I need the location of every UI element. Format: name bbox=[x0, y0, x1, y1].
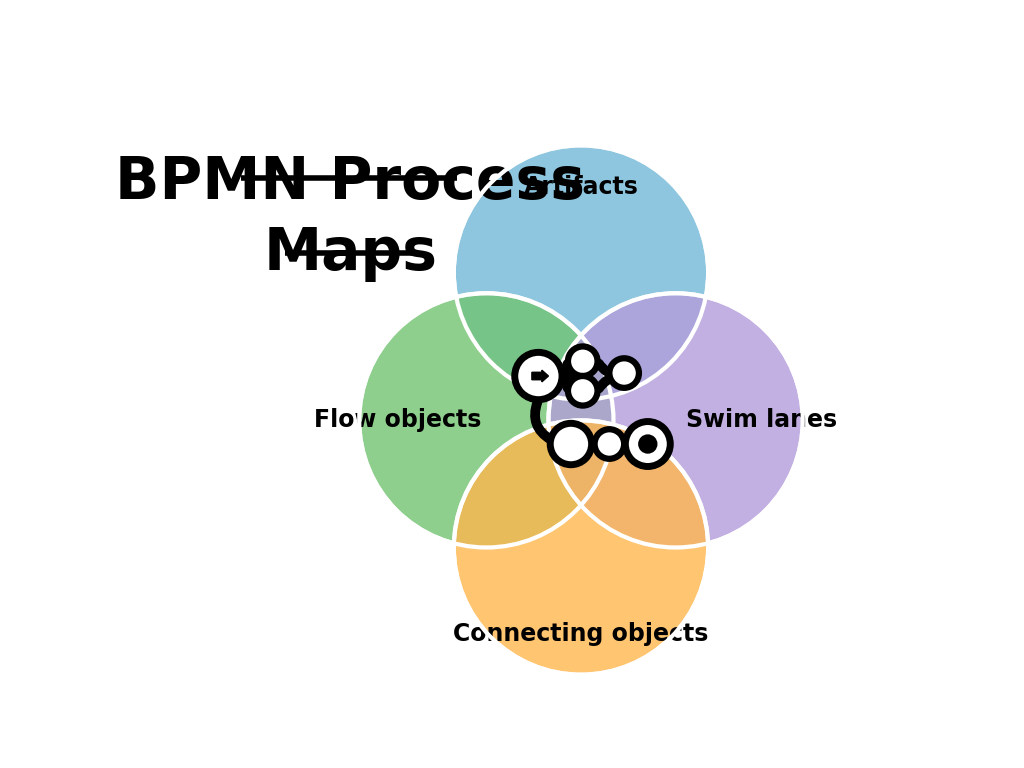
Text: Artifacts: Artifacts bbox=[523, 175, 638, 199]
Text: Maps: Maps bbox=[263, 225, 437, 282]
Circle shape bbox=[640, 435, 656, 452]
Polygon shape bbox=[531, 370, 549, 382]
Text: Connecting objects: Connecting objects bbox=[454, 622, 709, 647]
Circle shape bbox=[609, 359, 639, 388]
Circle shape bbox=[454, 145, 709, 399]
Circle shape bbox=[549, 293, 803, 548]
Circle shape bbox=[515, 353, 562, 399]
Circle shape bbox=[454, 420, 709, 674]
Text: BPMN Process: BPMN Process bbox=[116, 154, 586, 211]
Circle shape bbox=[595, 429, 625, 458]
Circle shape bbox=[550, 423, 592, 465]
Circle shape bbox=[626, 422, 671, 466]
Circle shape bbox=[568, 346, 598, 376]
Circle shape bbox=[568, 376, 598, 406]
Text: Swim lanes: Swim lanes bbox=[686, 409, 837, 432]
Circle shape bbox=[359, 293, 613, 548]
Text: Flow objects: Flow objects bbox=[314, 409, 481, 432]
